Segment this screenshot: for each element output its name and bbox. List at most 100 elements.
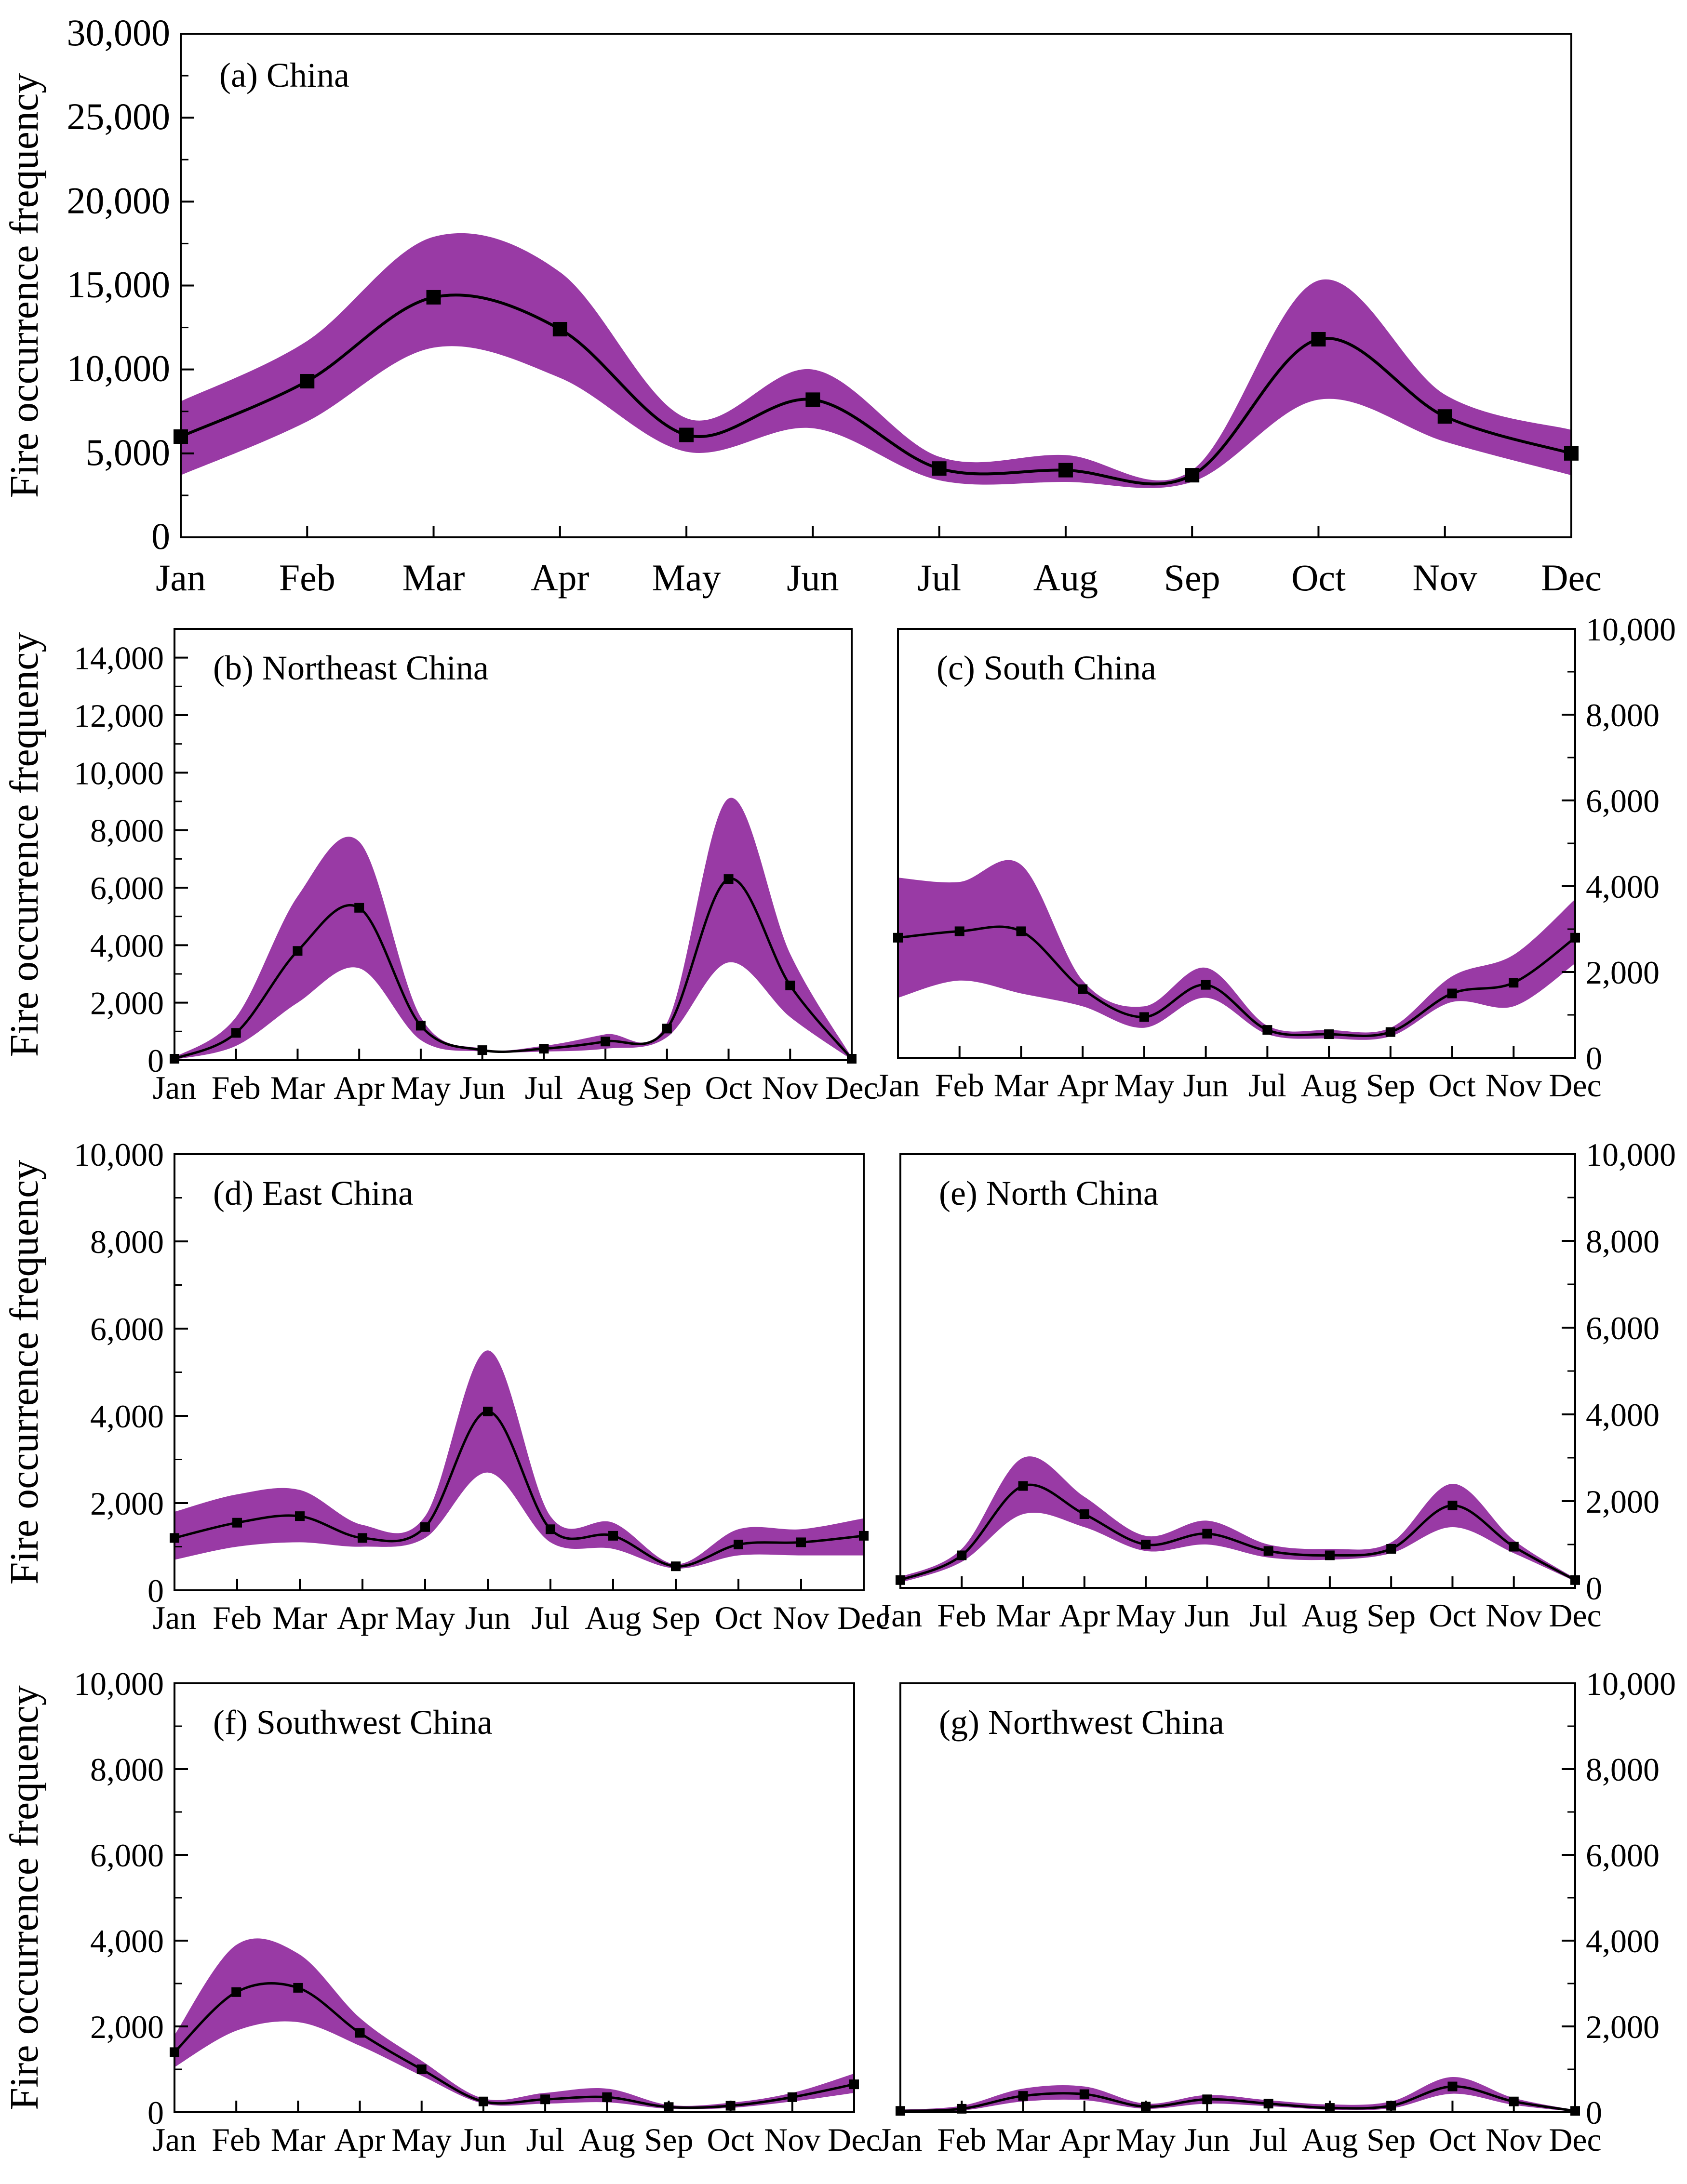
ytick-label-g-2: 4,000 bbox=[1586, 1923, 1660, 1959]
xtick-label-b-Aug: Aug bbox=[577, 1069, 634, 1106]
marker-b-Sep bbox=[662, 1024, 672, 1034]
xtick-label-a-Dec: Dec bbox=[1541, 557, 1602, 599]
xtick-label-g-Nov: Nov bbox=[1486, 2121, 1542, 2158]
ytick-label-c-0: 0 bbox=[1586, 1040, 1602, 1077]
xtick-label-c-Jan: Jan bbox=[876, 1067, 920, 1104]
marker-f-May bbox=[416, 2064, 427, 2074]
xtick-label-d-May: May bbox=[395, 1599, 455, 1636]
marker-b-Mar bbox=[293, 946, 303, 956]
xtick-label-d-Mar: Mar bbox=[272, 1599, 327, 1636]
ytick-label-c-4: 8,000 bbox=[1586, 697, 1660, 733]
ytick-label-g-4: 8,000 bbox=[1586, 1751, 1660, 1788]
xtick-label-f-Mar: Mar bbox=[271, 2121, 326, 2158]
marker-b-Apr bbox=[354, 903, 364, 913]
xtick-label-a-Mar: Mar bbox=[402, 557, 465, 599]
marker-f-Apr bbox=[355, 2028, 365, 2038]
marker-c-Apr bbox=[1078, 984, 1088, 994]
marker-d-Feb bbox=[232, 1518, 242, 1528]
marker-a-Aug bbox=[1058, 463, 1073, 478]
xtick-label-e-Apr: Apr bbox=[1059, 1597, 1110, 1634]
xtick-label-b-Oct: Oct bbox=[705, 1069, 752, 1106]
marker-d-Jun bbox=[483, 1406, 493, 1416]
marker-d-Aug bbox=[608, 1531, 618, 1541]
chart-panel-c: 0 2,000 4,000 6,000 8,000 10,000 Jan Feb Mar Apr M… bbox=[876, 611, 1676, 1104]
xtick-label-f-Jul: Jul bbox=[526, 2121, 564, 2158]
xtick-label-g-Oct: Oct bbox=[1429, 2121, 1476, 2158]
xtick-label-g-Jun: Jun bbox=[1184, 2121, 1230, 2158]
xtick-label-a-Jul: Jul bbox=[917, 557, 961, 599]
ytick-label-e-3: 6,000 bbox=[1586, 1310, 1660, 1346]
marker-c-Sep bbox=[1385, 1027, 1395, 1037]
xtick-label-g-May: May bbox=[1116, 2121, 1176, 2158]
ytick-label-a-1: 5,000 bbox=[86, 431, 171, 473]
chart-panel-e: 0 2,000 4,000 6,000 8,000 10,000 Jan Feb Mar Apr M… bbox=[879, 1136, 1676, 1634]
xtick-label-f-Aug: Aug bbox=[579, 2121, 635, 2158]
xtick-label-g-Sep: Sep bbox=[1366, 2121, 1416, 2158]
ytick-label-a-5: 25,000 bbox=[67, 95, 171, 137]
ytick-label-a-2: 10,000 bbox=[67, 347, 171, 389]
marker-e-Aug bbox=[1325, 1550, 1335, 1560]
xtick-label-a-Jan: Jan bbox=[156, 557, 206, 599]
xtick-label-g-Dec: Dec bbox=[1549, 2121, 1601, 2158]
marker-d-Mar bbox=[295, 1511, 305, 1521]
marker-b-Aug bbox=[601, 1037, 611, 1047]
chart-panel-d: 0 2,000 4,000 6,000 8,000 10,000 Jan Feb Mar Apr M… bbox=[2, 1136, 890, 1636]
ytick-label-a-0: 0 bbox=[151, 515, 170, 557]
ytick-label-d-0: 0 bbox=[147, 1572, 164, 1609]
xtick-label-c-Jul: Jul bbox=[1248, 1067, 1286, 1104]
ytick-label-b-4: 8,000 bbox=[90, 812, 164, 849]
xtick-label-d-Jul: Jul bbox=[531, 1599, 569, 1636]
xtick-label-g-Mar: Mar bbox=[996, 2121, 1051, 2158]
marker-e-Nov bbox=[1509, 1542, 1519, 1552]
ylabel-d: Fire occurrence frequency bbox=[2, 1160, 47, 1585]
chart-panel-b: 0 2,000 4,000 6,000 8,000 10,000 12,000 14,000 J… bbox=[2, 628, 878, 1106]
marker-f-Aug bbox=[602, 2092, 612, 2102]
ytick-label-d-3: 6,000 bbox=[90, 1311, 164, 1347]
xtick-label-b-Sep: Sep bbox=[643, 1069, 692, 1106]
xtick-label-b-Nov: Nov bbox=[762, 1069, 818, 1106]
marker-a-Jun bbox=[805, 392, 820, 407]
ytick-label-f-5: 10,000 bbox=[74, 1665, 164, 1702]
marker-a-May bbox=[679, 427, 694, 442]
xtick-label-e-Feb: Feb bbox=[937, 1597, 986, 1634]
marker-c-Jul bbox=[1262, 1025, 1272, 1035]
panel-title-b: (b) Northeast China bbox=[213, 649, 489, 687]
ytick-label-b-3: 6,000 bbox=[90, 870, 164, 906]
xtick-label-b-Dec: Dec bbox=[825, 1069, 878, 1106]
xtick-label-e-Mar: Mar bbox=[996, 1597, 1051, 1634]
ytick-label-b-5: 10,000 bbox=[74, 755, 164, 791]
ytick-label-b-0: 0 bbox=[147, 1042, 164, 1079]
band-f bbox=[174, 1938, 854, 2109]
marker-e-May bbox=[1141, 1540, 1151, 1549]
marker-c-May bbox=[1139, 1012, 1149, 1022]
ytick-label-b-2: 4,000 bbox=[90, 927, 164, 964]
marker-d-Oct bbox=[734, 1539, 743, 1549]
xtick-label-f-Dec: Dec bbox=[828, 2121, 880, 2158]
ytick-label-g-5: 10,000 bbox=[1586, 1665, 1676, 1702]
panel-title-f: (f) Southwest China bbox=[213, 1703, 493, 1742]
xtick-label-d-Feb: Feb bbox=[213, 1599, 262, 1636]
ytick-label-a-6: 30,000 bbox=[67, 12, 171, 53]
marker-b-Oct bbox=[723, 874, 734, 884]
xtick-label-b-Mar: Mar bbox=[270, 1069, 325, 1106]
xtick-label-b-Jun: Jun bbox=[459, 1069, 505, 1106]
ytick-label-a-4: 20,000 bbox=[67, 179, 171, 221]
marker-f-Feb bbox=[231, 1987, 241, 1997]
xtick-label-a-Jun: Jun bbox=[787, 557, 839, 599]
ytick-label-g-3: 6,000 bbox=[1586, 1837, 1660, 1874]
ytick-label-e-5: 10,000 bbox=[1586, 1136, 1676, 1173]
xtick-label-e-Jan: Jan bbox=[879, 1597, 923, 1634]
marker-a-Mar bbox=[426, 290, 441, 305]
plot-frame-f bbox=[174, 1682, 855, 2113]
xtick-label-f-Jun: Jun bbox=[461, 2121, 506, 2158]
ytick-label-b-6: 12,000 bbox=[74, 697, 164, 734]
marker-d-Sep bbox=[671, 1561, 681, 1571]
xtick-label-d-Dec: Dec bbox=[837, 1599, 890, 1636]
marker-c-Aug bbox=[1324, 1029, 1334, 1039]
ytick-label-e-1: 2,000 bbox=[1586, 1483, 1660, 1520]
xtick-label-e-Nov: Nov bbox=[1486, 1597, 1542, 1634]
xtick-label-d-Jun: Jun bbox=[465, 1599, 510, 1636]
xtick-label-b-Apr: Apr bbox=[334, 1069, 385, 1106]
marker-c-Jun bbox=[1201, 980, 1211, 990]
xtick-label-c-Dec: Dec bbox=[1549, 1067, 1601, 1104]
